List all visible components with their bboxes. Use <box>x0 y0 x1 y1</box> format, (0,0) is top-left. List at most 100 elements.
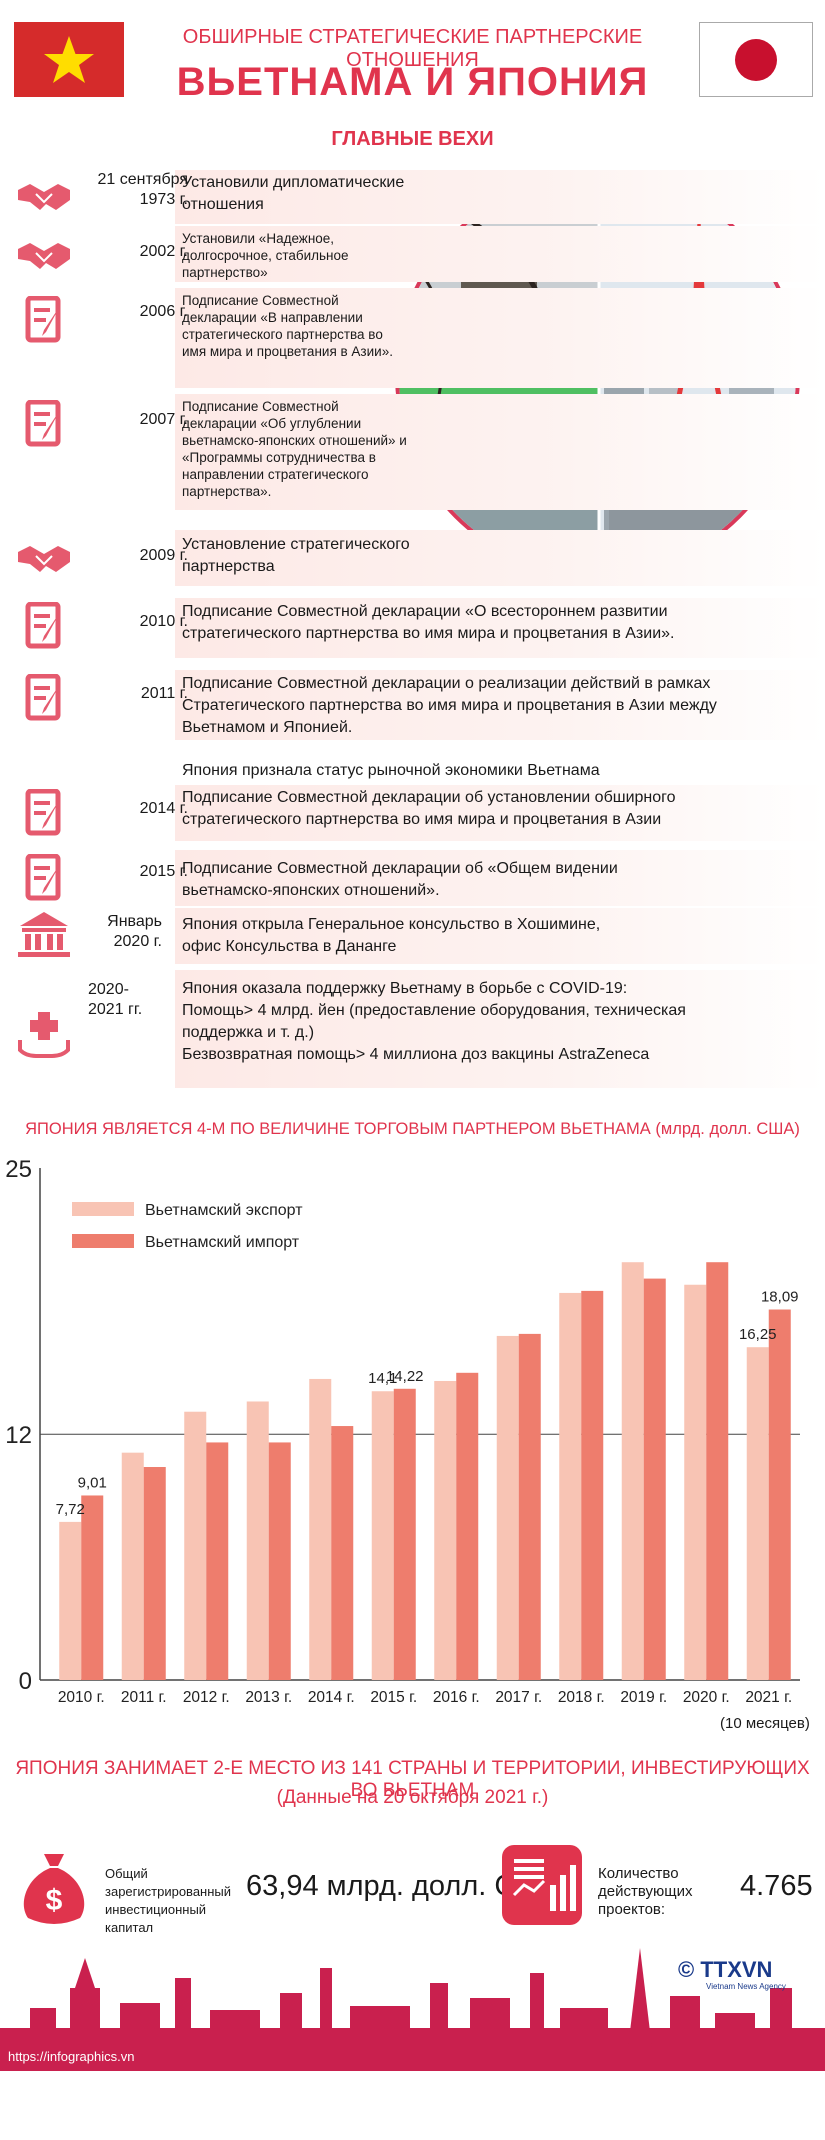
milestone-item: 2002 г. Установили «Надежное, долгосрочн… <box>0 226 825 284</box>
projects-value: 4.765 <box>740 1870 813 1902</box>
bar-export <box>684 1284 707 1680</box>
bar-import <box>518 1333 541 1680</box>
x-tick-label: 2018 г. <box>558 1689 605 1706</box>
data-label: 16,25 <box>739 1326 777 1343</box>
x-tick-label: 2020 г. <box>683 1689 730 1706</box>
milestone-text: Установление стратегического партнерства <box>182 536 410 575</box>
milestone-text: Япония оказала поддержку Вьетнаму в борь… <box>182 980 628 997</box>
category-note: (10 месяцев) <box>720 1715 810 1732</box>
bar-export <box>371 1391 394 1680</box>
data-label: 14,1 <box>368 1370 397 1387</box>
milestone-date: 2015 г. <box>139 863 188 880</box>
milestone-item: 2007 г. Подписание Совместной декларации… <box>0 394 825 514</box>
bar-import <box>81 1495 104 1680</box>
bar-import <box>706 1262 729 1680</box>
footer-url[interactable]: https://infographics.vn <box>8 2049 135 2064</box>
vietnam-flag <box>14 22 124 97</box>
bar-export <box>434 1380 457 1680</box>
legend-swatch <box>72 1234 134 1248</box>
milestone-text: Установили дипломатические отношения <box>182 174 405 213</box>
milestones-title: ГЛАВНЫЕ ВЕХИ <box>331 128 494 150</box>
milestone-item: 2006 г. Подписание Совместной декларации… <box>0 288 825 392</box>
bar-export <box>184 1411 207 1680</box>
milestone-text: Установили «Надежное, долгосрочное, стаб… <box>182 231 349 280</box>
bar-export <box>621 1262 644 1680</box>
data-label: 7,72 <box>56 1501 85 1518</box>
header-title: ВЬЕТНАМА И ЯПОНИЯ <box>176 60 649 104</box>
milestone-item: 2014 г. Подписание Совместной декларации… <box>0 785 825 843</box>
bar-export <box>496 1335 519 1680</box>
bar-import <box>393 1388 416 1680</box>
document-sign-icon <box>25 854 61 901</box>
milestone-text-3: Безвозвратная помощь> 4 миллиона доз вак… <box>182 1046 650 1063</box>
x-tick-label: 2013 г. <box>245 1689 292 1706</box>
bar-import <box>643 1278 666 1680</box>
milestone-date: 2010 г. <box>139 613 188 630</box>
bar-import <box>143 1467 166 1680</box>
x-tick-label: 2011 г. <box>121 1689 167 1706</box>
milestone-item: 2020-2021 гг. Япония оказала поддержку В… <box>0 970 825 1090</box>
bar-export <box>246 1401 269 1680</box>
x-tick-label: 2016 г. <box>433 1689 480 1706</box>
y-tick-label: 25 <box>5 1156 32 1183</box>
x-tick-label: 2010 г. <box>58 1689 105 1706</box>
projects-label: Количество действующих проектов: <box>598 1865 693 1918</box>
document-sign-icon <box>25 400 61 447</box>
bar-export <box>121 1452 144 1680</box>
milestone-text: Подписание Совместной декларации «В напр… <box>182 293 393 359</box>
consulate-building-icon <box>18 912 70 957</box>
trade-bar-chart: 0 12 25 2010 г. 2011 г. 2012 г. 2013 г. 2014 г.… <box>5 1156 800 1706</box>
star-icon <box>44 36 94 83</box>
legend-label: Вьетнамский экспорт <box>145 1202 303 1219</box>
bar-import <box>331 1426 354 1680</box>
bar-export <box>59 1521 82 1680</box>
milestone-item: 2015 г. Подписание Совместной декларации… <box>0 850 825 908</box>
investment-title: ЯПОНИЯ ЗАНИМАЕТ 2-Е МЕСТО ИЗ 141 СТРАНЫ … <box>15 1758 810 1801</box>
milestone-item: Январь 2020 г. Япония открыла Генерально… <box>0 908 825 966</box>
milestone-date: 2011 г. <box>140 685 188 702</box>
x-tick-label: 2015 г. <box>370 1689 417 1706</box>
ttxvn-logo-sub: Vietnam News Agency <box>706 1982 786 1991</box>
bar-import <box>768 1309 791 1680</box>
milestone-date: 2006 г. <box>139 303 188 320</box>
milestone-date: 2020-2021 гг. <box>88 981 143 1018</box>
handshake-icon <box>18 184 70 210</box>
projects-chart-icon <box>502 1845 582 1925</box>
milestone-item: 2009 г. Установление стратегического пар… <box>0 530 825 590</box>
x-tick-label: 2014 г. <box>308 1689 355 1706</box>
chart-title: ЯПОНИЯ ЯВЛЯЕТСЯ 4-М ПО ВЕЛИЧИНЕ ТОРГОВЫМ… <box>25 1120 800 1138</box>
document-sign-icon <box>25 602 61 649</box>
handshake-icon <box>18 243 70 269</box>
legend-label: Вьетнамский импорт <box>145 1234 300 1251</box>
data-label: 9,01 <box>78 1474 107 1491</box>
ttxvn-logo: © TTXVN <box>678 1957 773 1982</box>
capital-label: Общий зарегистрированный инвестиционный … <box>105 1866 232 1935</box>
bar-export <box>746 1347 769 1680</box>
milestone-item: 2011 г. Подписание Совместной декларации… <box>0 670 825 782</box>
milestone-date: Январь 2020 г. <box>107 913 162 950</box>
money-bag-icon: $ <box>14 1848 94 1928</box>
x-tick-label: 2021 г. <box>745 1689 792 1706</box>
japan-flag <box>699 22 813 97</box>
bar-import <box>581 1290 604 1680</box>
y-tick-label: 0 <box>19 1668 32 1695</box>
milestone-date: 2009 г. <box>139 547 188 564</box>
x-tick-label: 2017 г. <box>495 1689 542 1706</box>
milestone-text: Подписание Совместной декларации «О всес… <box>182 603 675 642</box>
header-subtitle: ОБШИРНЫЕ СТРАТЕГИЧЕСКИЕ ПАРТНЕРСКИЕ ОТНО… <box>182 26 643 71</box>
milestone-item: 21 сентября 1973 г. Установили дипломати… <box>0 170 825 224</box>
document-sign-icon <box>25 674 61 721</box>
medical-aid-icon <box>18 1012 70 1058</box>
milestone-text: Подписание Совместной декларации «Об угл… <box>182 399 407 499</box>
data-label: 14,22 <box>386 1368 424 1385</box>
milestone-text: Подписание Совместной декларации об «Общ… <box>182 860 618 899</box>
milestone-text: Япония открыла Генеральное консульство в… <box>182 916 601 955</box>
milestone-date: 2014 г. <box>139 800 188 817</box>
legend-swatch <box>72 1202 134 1216</box>
milestone-date: 2007 г. <box>139 411 188 428</box>
milestone-date: 2002 г. <box>139 243 188 260</box>
milestone-item: 2010 г. Подписание Совместной декларации… <box>0 598 825 660</box>
milestone-text-2: Япония признала статус рыночной экономик… <box>182 762 600 779</box>
data-label: 18,09 <box>761 1289 799 1306</box>
skyline-illustration <box>0 1948 825 2071</box>
